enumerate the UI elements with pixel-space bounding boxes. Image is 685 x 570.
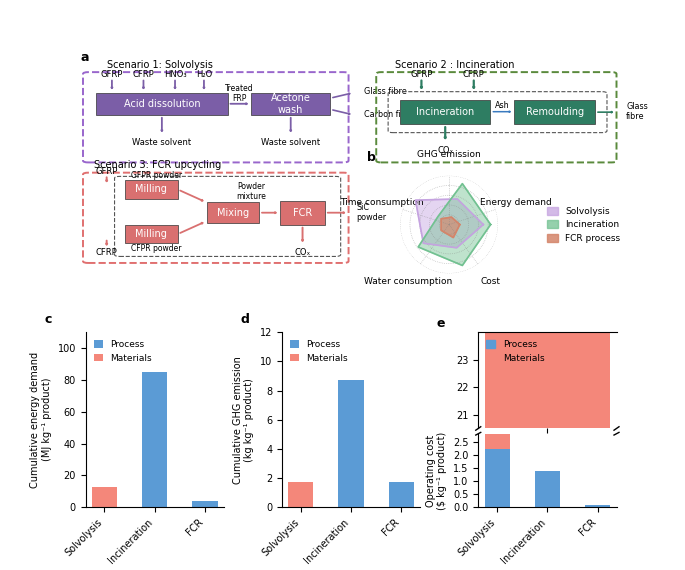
Polygon shape <box>416 199 484 248</box>
Text: Milling: Milling <box>136 229 167 239</box>
Bar <box>142 372 167 507</box>
Text: COₓ: COₓ <box>295 248 311 257</box>
Bar <box>585 506 610 507</box>
Text: e: e <box>437 317 445 330</box>
Text: SiC
powder: SiC powder <box>356 202 386 222</box>
Bar <box>338 380 364 507</box>
Bar <box>192 501 218 507</box>
Bar <box>288 482 313 507</box>
Text: a: a <box>80 51 89 64</box>
Text: GFPR powder: GFPR powder <box>131 171 182 180</box>
Text: Mixing: Mixing <box>217 207 249 218</box>
FancyBboxPatch shape <box>125 225 177 243</box>
Text: Remoulding: Remoulding <box>525 107 584 117</box>
Text: GFRP: GFRP <box>101 71 123 79</box>
Y-axis label: Operating cost
($ kg⁻¹ product): Operating cost ($ kg⁻¹ product) <box>426 431 447 510</box>
Text: H₂O: H₂O <box>196 71 212 79</box>
Text: COₓ: COₓ <box>437 146 453 155</box>
Text: CFRP: CFRP <box>96 248 118 257</box>
Text: Acetone
wash: Acetone wash <box>271 93 311 115</box>
Text: Waste solvent: Waste solvent <box>132 139 191 148</box>
Bar <box>389 482 414 507</box>
Text: GFRP: GFRP <box>95 167 118 176</box>
Text: GFRP: GFRP <box>410 71 433 79</box>
Text: Glass
fibre: Glass fibre <box>626 102 648 121</box>
Bar <box>535 470 560 507</box>
Legend: Process, Materials: Process, Materials <box>483 337 548 367</box>
Text: Waste solvent: Waste solvent <box>261 139 321 148</box>
Text: Scenario 3: FCR upcycling: Scenario 3: FCR upcycling <box>94 160 221 170</box>
Legend: Process, Materials: Process, Materials <box>286 337 351 367</box>
FancyBboxPatch shape <box>280 201 325 225</box>
FancyBboxPatch shape <box>125 180 177 199</box>
Y-axis label: Cumulative GHG emission
(kg kg⁻¹ product): Cumulative GHG emission (kg kg⁻¹ product… <box>233 356 254 483</box>
FancyBboxPatch shape <box>514 100 595 124</box>
Text: CFRP: CFRP <box>463 71 485 79</box>
Text: Incineration: Incineration <box>416 107 474 117</box>
Text: Scenario 1: Solvolysis: Scenario 1: Solvolysis <box>107 60 212 70</box>
Text: CFRP: CFRP <box>133 71 154 79</box>
Text: Acid dissolution: Acid dissolution <box>123 99 200 109</box>
Legend: Solvolysis, Incineration, FCR process: Solvolysis, Incineration, FCR process <box>543 203 624 247</box>
FancyBboxPatch shape <box>251 92 330 115</box>
Y-axis label: Cumulative energy demand
(MJ kg⁻¹ product): Cumulative energy demand (MJ kg⁻¹ produc… <box>30 352 52 488</box>
Text: Powder
mixture: Powder mixture <box>236 182 266 201</box>
Bar <box>484 434 510 450</box>
Text: b: b <box>366 152 375 165</box>
Text: Ash: Ash <box>495 101 510 110</box>
Text: Milling: Milling <box>136 185 167 194</box>
Text: CFPR powder: CFPR powder <box>132 243 182 253</box>
Text: Scenario 2 : Incineration: Scenario 2 : Incineration <box>395 60 514 70</box>
Bar <box>92 487 117 507</box>
Text: Treated
FRP: Treated FRP <box>225 84 253 103</box>
Bar <box>484 450 510 507</box>
Polygon shape <box>441 217 460 238</box>
Text: d: d <box>240 314 249 327</box>
FancyBboxPatch shape <box>207 202 259 223</box>
FancyBboxPatch shape <box>400 100 490 124</box>
Text: HNO₃: HNO₃ <box>164 71 186 79</box>
Text: FCR: FCR <box>293 207 312 218</box>
Text: Glass fibre: Glass fibre <box>364 87 407 96</box>
Legend: Process, Materials: Process, Materials <box>90 337 155 367</box>
Text: c: c <box>44 314 51 327</box>
Polygon shape <box>419 184 490 266</box>
Text: Carbon fibre: Carbon fibre <box>364 111 414 120</box>
FancyBboxPatch shape <box>96 92 227 115</box>
